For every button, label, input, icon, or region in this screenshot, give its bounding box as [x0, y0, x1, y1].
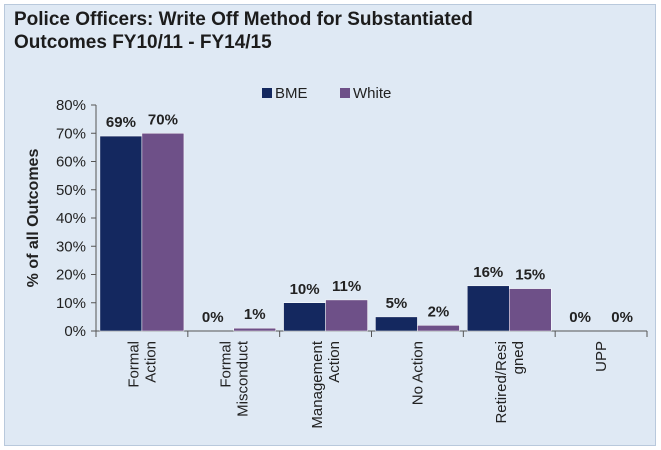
data-label: 15%	[515, 267, 545, 284]
x-tick-label: gned	[510, 341, 527, 374]
data-label: 10%	[290, 281, 320, 298]
y-axis-title: % of all Outcomes	[25, 149, 42, 288]
y-tick-label: 40%	[56, 210, 86, 227]
y-tick-label: 10%	[56, 295, 86, 312]
bar-bme	[99, 135, 143, 332]
bar-bme	[467, 285, 510, 332]
x-tick-label: Formal	[217, 341, 234, 388]
x-tick-label: Misconduct	[234, 340, 251, 417]
y-tick-label: 50%	[56, 182, 86, 199]
y-tick-label: 20%	[56, 267, 86, 284]
data-label: 0%	[202, 309, 224, 326]
legend-label-white: White	[353, 85, 391, 102]
x-tick-label: Formal	[125, 341, 142, 388]
bar-white	[141, 133, 185, 332]
bar-white	[509, 288, 552, 332]
x-tick-label: Action	[142, 341, 159, 383]
y-tick-label: 60%	[56, 154, 86, 171]
bar-white	[325, 299, 368, 332]
data-label: 2%	[428, 303, 450, 320]
y-tick-label: 30%	[56, 238, 86, 255]
legend-label-bme: BME	[275, 85, 308, 102]
data-label: 0%	[569, 309, 591, 326]
data-label: 16%	[473, 264, 503, 281]
data-label: 11%	[332, 278, 361, 295]
x-tick-label: UPP	[593, 341, 610, 372]
data-label: 70%	[148, 111, 178, 128]
x-tick-label: No Action	[409, 341, 426, 405]
data-label: 1%	[244, 306, 266, 323]
x-tick-label: Management	[309, 340, 326, 428]
y-tick-label: 80%	[56, 97, 86, 114]
bar-bme	[375, 316, 418, 332]
legend-swatch-white	[340, 88, 350, 98]
legend-swatch-bme	[262, 88, 272, 98]
x-tick-label: Action	[326, 341, 343, 383]
data-label: 0%	[611, 309, 633, 326]
y-tick-label: 0%	[64, 323, 86, 340]
data-label: 69%	[106, 114, 136, 131]
y-tick-label: 70%	[56, 125, 86, 142]
x-tick-label: Retired/Resi	[493, 341, 510, 424]
bar-white	[233, 327, 276, 332]
data-label: 5%	[386, 295, 408, 312]
bar-bme	[283, 302, 326, 332]
chart-title: Police Officers: Write Off Method for Su…	[14, 9, 473, 53]
bar-white	[417, 325, 460, 332]
